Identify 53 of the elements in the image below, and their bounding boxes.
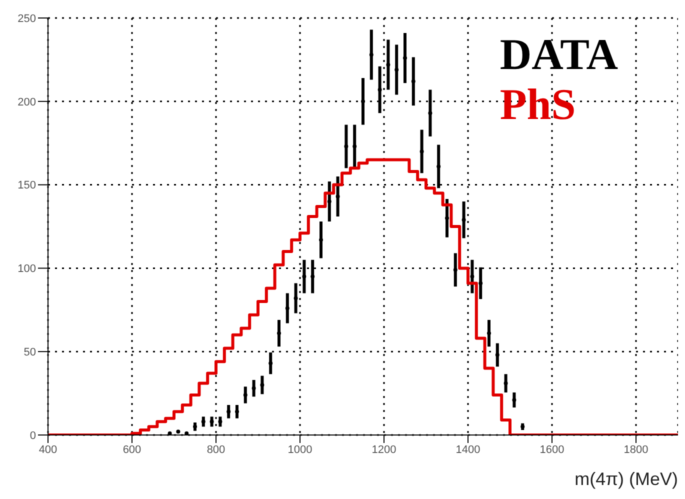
point	[453, 268, 458, 272]
point	[310, 274, 315, 279]
point	[495, 352, 500, 357]
point	[218, 420, 222, 424]
x-tick-label: 1600	[540, 444, 564, 456]
point	[268, 361, 273, 366]
y-tick-label: 150	[18, 180, 36, 192]
x-tick-label: 1400	[456, 444, 480, 456]
point	[352, 144, 357, 148]
point	[462, 218, 466, 222]
point	[184, 431, 189, 435]
x-tick-label: 1800	[624, 444, 648, 456]
point	[260, 382, 264, 387]
point	[252, 386, 256, 390]
point	[327, 199, 332, 204]
y-tick-label: 250	[18, 12, 36, 25]
x-axis-title: m(4π) (MeV)	[574, 469, 678, 489]
point	[277, 331, 281, 336]
point	[243, 392, 248, 397]
x-tick-label: 1200	[372, 444, 396, 456]
series-label: DATA	[500, 30, 618, 80]
x-tick-label: 600	[122, 444, 142, 456]
point	[176, 430, 180, 434]
y-tick-label: 50	[24, 346, 36, 359]
point	[378, 88, 382, 92]
point	[428, 111, 432, 116]
y-tick-label: 100	[18, 263, 36, 276]
point	[487, 331, 491, 336]
y-tick-label: 200	[18, 96, 36, 108]
point	[369, 52, 374, 57]
x-tick-label: 400	[38, 444, 58, 456]
x-tick-label: 1000	[288, 444, 312, 456]
point	[294, 296, 298, 300]
point	[478, 281, 483, 286]
y-tick-label: 0	[30, 430, 36, 442]
point	[210, 420, 214, 424]
point	[302, 274, 306, 279]
point	[201, 420, 206, 424]
series-label: PhS	[500, 80, 577, 130]
point	[226, 410, 231, 414]
x-tick-label: 800	[206, 444, 226, 456]
point	[470, 274, 474, 279]
point	[436, 164, 441, 168]
point	[344, 144, 348, 148]
point	[285, 306, 290, 310]
point	[168, 431, 172, 435]
point	[504, 381, 508, 386]
point	[336, 194, 340, 198]
point	[386, 62, 390, 67]
point	[420, 149, 424, 154]
point	[512, 398, 516, 402]
point	[411, 79, 416, 84]
point	[394, 68, 399, 72]
